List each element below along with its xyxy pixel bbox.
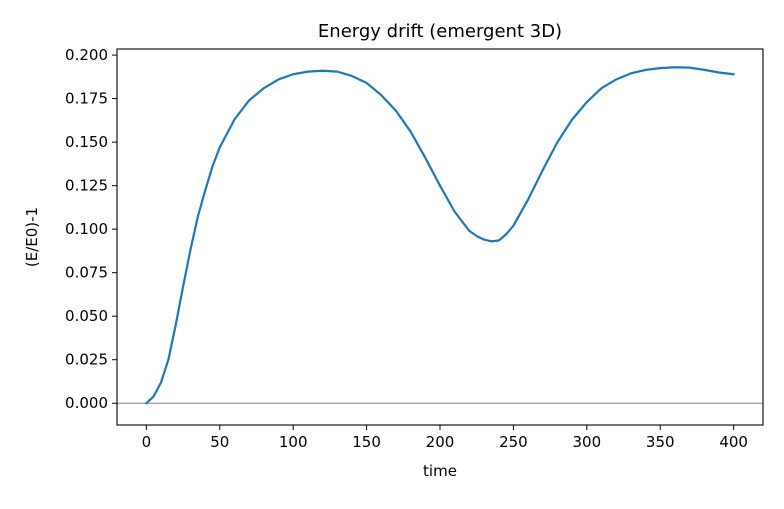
x-tick-label: 300: [572, 433, 601, 451]
x-tick-label: 50: [210, 433, 229, 451]
y-tick-label: 0.000: [65, 394, 108, 412]
x-tick-label: 100: [279, 433, 308, 451]
y-tick-label: 0.100: [65, 220, 108, 238]
y-tick-label: 0.075: [65, 264, 108, 282]
y-tick-label: 0.200: [65, 46, 108, 64]
x-tick-label: 400: [719, 433, 748, 451]
x-tick-label: 350: [646, 433, 675, 451]
y-tick-label: 0.150: [65, 133, 108, 151]
x-axis: 0 50 100 150 200 250 300 350 400: [142, 425, 748, 451]
y-tick-label: 0.025: [65, 351, 108, 369]
chart-title: Energy drift (emergent 3D): [318, 21, 562, 42]
x-tick-label: 0: [142, 433, 152, 451]
x-tick-label: 200: [426, 433, 455, 451]
x-axis-title: time: [423, 462, 457, 480]
y-tick-label: 0.050: [65, 307, 108, 325]
y-tick-label: 0.125: [65, 177, 108, 195]
y-axis-title: (E/E0)-1: [23, 207, 41, 267]
y-axis: 0.000 0.025 0.050 0.075 0.100 0.125 0.150 0.175…: [65, 46, 117, 412]
series-line-1: [145, 66, 735, 405]
x-tick-label: 250: [499, 433, 528, 451]
x-tick-label: 150: [352, 433, 381, 451]
y-tick-label: 0.175: [65, 90, 108, 108]
